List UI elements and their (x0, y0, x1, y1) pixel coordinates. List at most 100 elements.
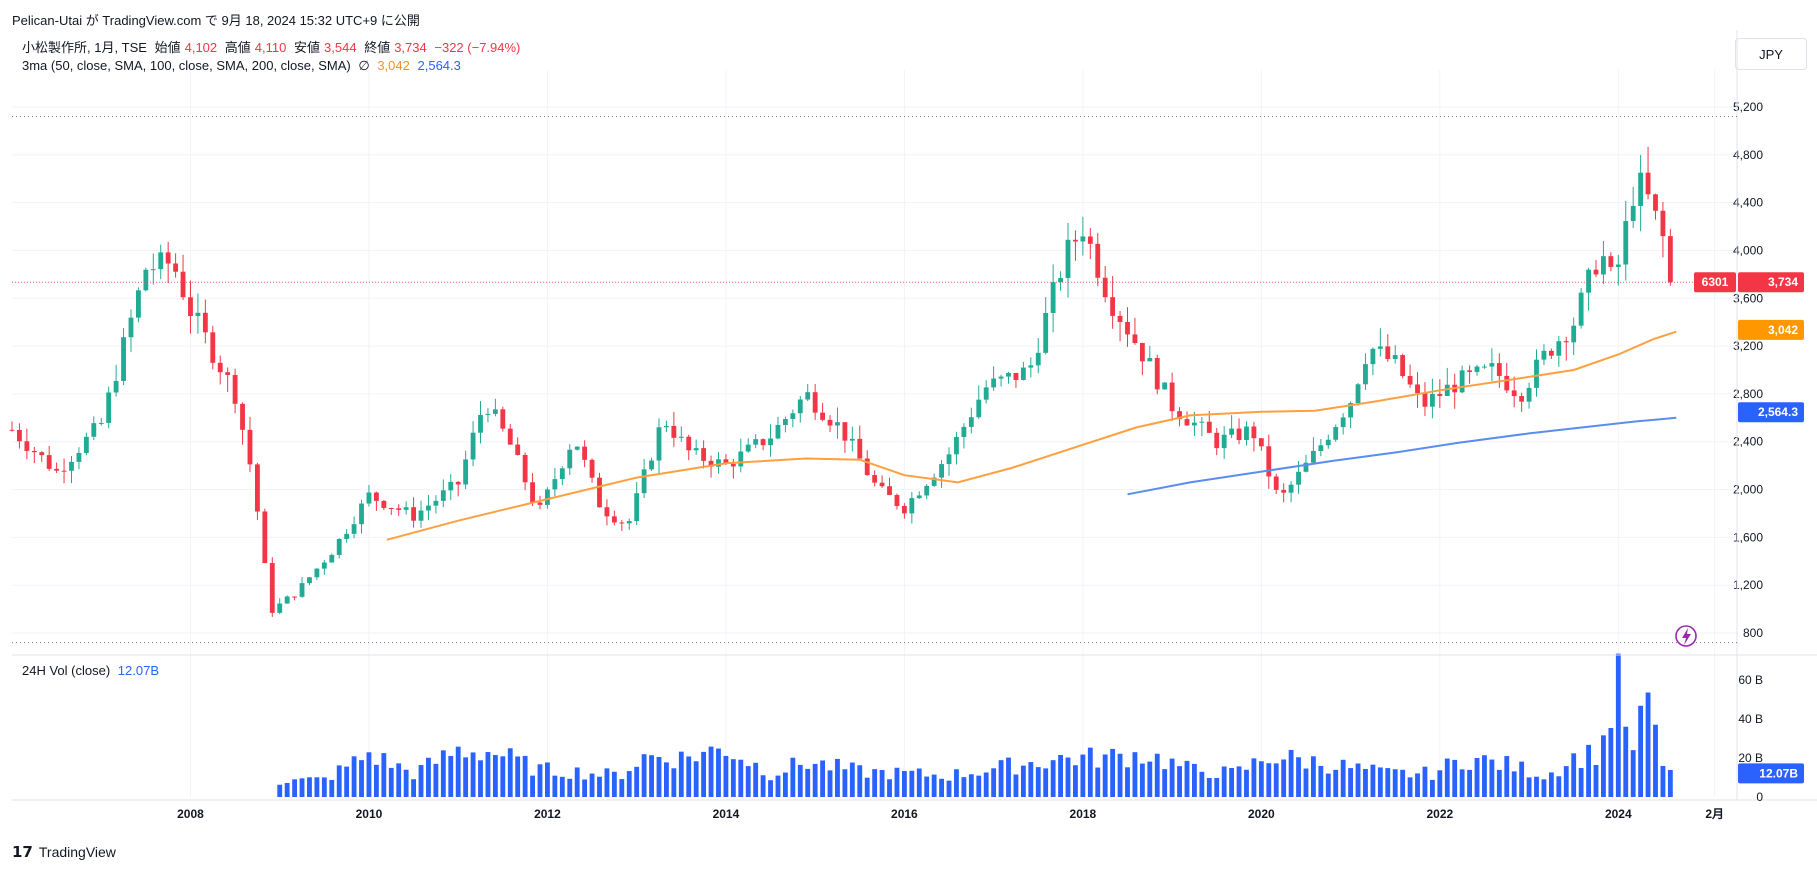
volume-bar (619, 779, 625, 797)
volume-bar (366, 752, 372, 797)
volume-bar (1459, 769, 1465, 797)
candle-body (314, 568, 320, 578)
volume-bar (760, 775, 766, 797)
candle-body (775, 424, 781, 439)
candle-body (329, 554, 335, 563)
volume-bar (1645, 692, 1651, 797)
volume-bar (782, 772, 788, 797)
volume-bar (693, 761, 699, 797)
ma100-badge-bg (1738, 319, 1804, 340)
volume-bar (1043, 768, 1049, 797)
candle-body (344, 533, 350, 539)
volume-bar (426, 757, 431, 797)
volume-bar (448, 756, 454, 797)
volume-bar (812, 763, 818, 797)
volume-bar (1258, 761, 1264, 797)
volume-title[interactable]: 24H Vol (close) (22, 663, 111, 678)
candle-body (552, 479, 558, 490)
volume-bar (604, 768, 610, 797)
candle-body (373, 492, 379, 501)
candle-body (202, 312, 208, 333)
symbol-name[interactable]: 小松製作所, 1月, TSE (22, 40, 147, 55)
candle-body (180, 271, 186, 298)
candle-body (1578, 292, 1584, 326)
volume-bar (998, 760, 1004, 797)
candle-body (1192, 422, 1197, 426)
candle-body (1541, 350, 1547, 360)
volume-bar (1504, 756, 1510, 797)
volume-bar (1452, 759, 1458, 797)
volume-bar (552, 775, 558, 797)
candle-body (24, 441, 30, 451)
ma-100-line (386, 330, 1677, 541)
volume-bar (678, 751, 684, 797)
volume-bars (277, 653, 1673, 797)
footer-brand[interactable]: TradingView (38, 844, 116, 860)
volume-bar (344, 766, 350, 797)
time-tick-label: 2012 (534, 807, 561, 821)
volume-bar (1667, 769, 1673, 797)
volume-bar (418, 765, 424, 797)
volume-bar (351, 756, 357, 797)
volume-bar (1548, 772, 1554, 797)
candle-body (1199, 421, 1205, 423)
candle-body (1325, 439, 1331, 446)
volume-bar (976, 775, 982, 797)
candle-body (69, 461, 74, 471)
candle-body (17, 429, 22, 442)
volume-bar (1266, 763, 1272, 797)
price-tick-label: 3,200 (1733, 339, 1763, 353)
candle-body (1154, 357, 1160, 390)
volume-bar (1429, 779, 1435, 797)
candle-body (507, 428, 513, 445)
candle-body (500, 409, 506, 429)
volume-bar (515, 756, 521, 797)
candle-body (782, 419, 788, 425)
candle-body (128, 317, 134, 338)
volume-bar (849, 762, 855, 797)
candle-body (1638, 172, 1644, 206)
volume-badge-text: 12.07B (1759, 766, 1798, 780)
candle-body (1593, 269, 1599, 275)
volume-bar (336, 765, 342, 797)
axes: 5,200 4,800 4,400 4,000 3,600 3,200 2,800 2,400… (12, 30, 1817, 821)
currency-button[interactable]: JPY (1735, 38, 1807, 70)
candle-body (485, 413, 491, 415)
volume-bar (1162, 769, 1168, 797)
candle-body (1139, 343, 1145, 362)
candle-body (366, 492, 372, 504)
candle-body (1065, 239, 1071, 279)
candle-body (351, 524, 357, 534)
candle-body (582, 446, 588, 460)
volume-bar (1526, 777, 1532, 797)
ma-title[interactable]: 3ma (50, close, SMA, 100, close, SMA, 20… (22, 58, 351, 73)
tradingview-logo-icon[interactable]: 𝟭𝟳 (12, 844, 33, 861)
volume-bar (1325, 773, 1331, 797)
candle-body (1147, 357, 1153, 362)
volume-bar (292, 779, 298, 797)
price-tick-label: 2,800 (1733, 387, 1763, 401)
ma-value-100: 3,042 (377, 58, 410, 73)
candle-body (1392, 355, 1398, 360)
volume-bar (1377, 767, 1383, 797)
candle-body (1296, 471, 1301, 485)
volume-bar (478, 760, 483, 797)
volume-bar (939, 778, 944, 797)
candle-body (1169, 382, 1175, 412)
volume-bar (1028, 762, 1034, 797)
candle-body (559, 468, 565, 480)
volume-bar (1281, 759, 1287, 797)
candle-body (1630, 205, 1636, 222)
candles (9, 146, 1673, 617)
candle-body (827, 419, 833, 426)
volume-bar (433, 763, 439, 797)
volume-bar (1608, 727, 1614, 797)
flash-icon[interactable] (1675, 625, 1697, 647)
volume-bar (730, 759, 736, 797)
candle-body (1080, 236, 1086, 242)
candle-body (597, 477, 602, 508)
candle-body (1422, 393, 1428, 407)
candle-body (411, 507, 416, 521)
volume-bar (1601, 735, 1606, 797)
